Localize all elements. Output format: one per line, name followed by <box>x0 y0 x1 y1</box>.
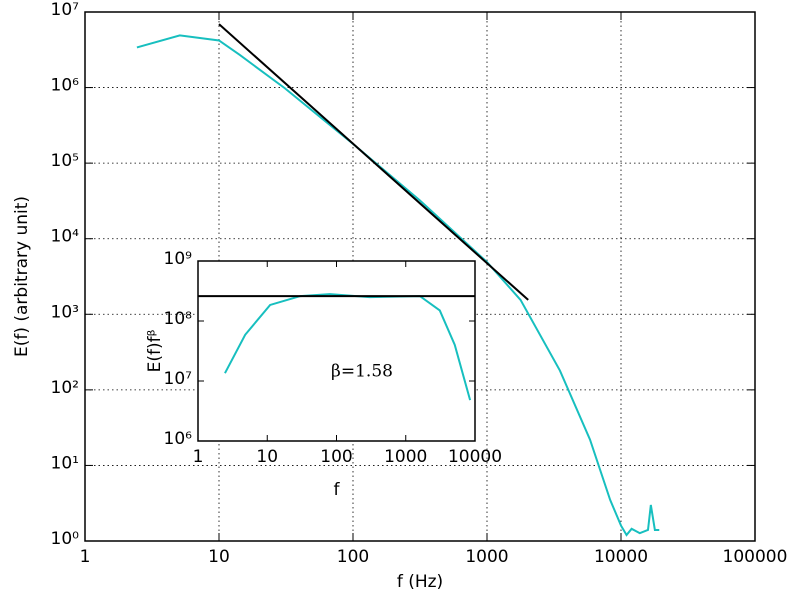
plot-area <box>198 261 475 441</box>
x-axis-label: f (Hz) <box>397 572 443 592</box>
data-line <box>136 34 660 537</box>
y-axis-label: E(f)fᵝ <box>145 329 165 372</box>
y-tick-label: 10⁶ <box>164 429 193 449</box>
y-tick-label: 10⁸ <box>164 309 193 329</box>
y-tick-label: 10⁵ <box>51 151 79 171</box>
y-tick-label: 10⁴ <box>51 227 80 247</box>
axes-frame <box>197 260 476 442</box>
annotation: β=1.58 <box>331 362 393 382</box>
axes-frame <box>84 11 756 542</box>
x-axis-label: f <box>334 480 341 500</box>
x-tick-label: 1000 <box>384 447 427 467</box>
y-tick-label: 10⁹ <box>164 249 193 269</box>
x-tick-label: 10000 <box>448 447 502 467</box>
y-tick-label: 10⁶ <box>51 76 80 96</box>
y-tick-label: 10¹ <box>51 453 79 473</box>
x-tick-label: 1 <box>193 447 204 467</box>
y-tick-label: 10⁰ <box>51 529 80 549</box>
axes: 1 10 100 1000 10000 10⁶ 10⁷ 10⁸ 10⁹ f E(f)fᵝ β=1.58 <box>145 249 502 500</box>
y-tick-label: 10⁷ <box>164 369 193 389</box>
x-tick-label: 100 <box>337 547 369 567</box>
x-tick-label: 1000 <box>465 547 508 567</box>
x-tick-label: 1 <box>80 547 91 567</box>
x-tick-label: 100000 <box>723 547 788 567</box>
y-axis-label: E(f) (arbitrary unit) <box>12 196 32 357</box>
x-tick-label: 10 <box>208 547 230 567</box>
x-tick-label: 10000 <box>594 547 648 567</box>
axes: 1 10 100 1000 10000 100000 10⁰ 10¹ 10² 10³ 10⁴ 10⁵ 1… <box>12 0 787 592</box>
x-tick-label: 10 <box>256 447 278 467</box>
y-tick-label: 10² <box>51 378 79 398</box>
y-tick-label: 10⁷ <box>51 0 80 20</box>
y-tick-label: 10³ <box>51 302 79 322</box>
x-tick-label: 100 <box>320 447 352 467</box>
data-line <box>218 23 529 301</box>
